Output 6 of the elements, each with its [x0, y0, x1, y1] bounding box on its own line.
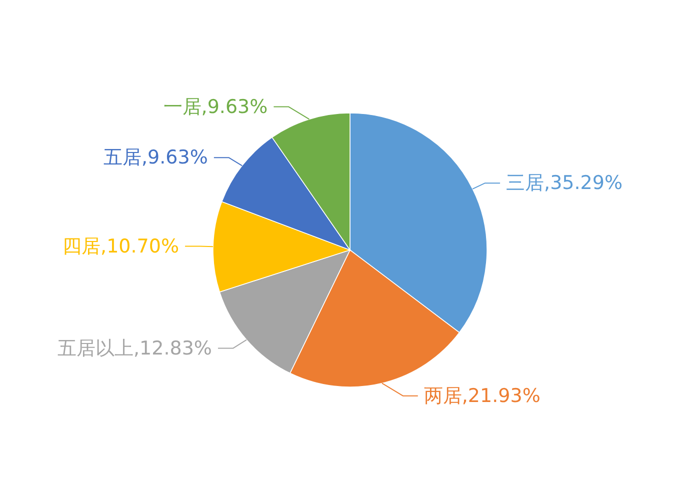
slice-label: 四居,10.70% [62, 235, 180, 258]
slice-label: 一居,9.63% [163, 96, 268, 118]
slice-label: 两居,21.93% [424, 384, 540, 407]
slice-label: 五居,9.63% [104, 146, 208, 169]
slice-label: 三居,35.29% [506, 172, 623, 194]
slice-label: 五居以上,12.83% [58, 337, 212, 360]
